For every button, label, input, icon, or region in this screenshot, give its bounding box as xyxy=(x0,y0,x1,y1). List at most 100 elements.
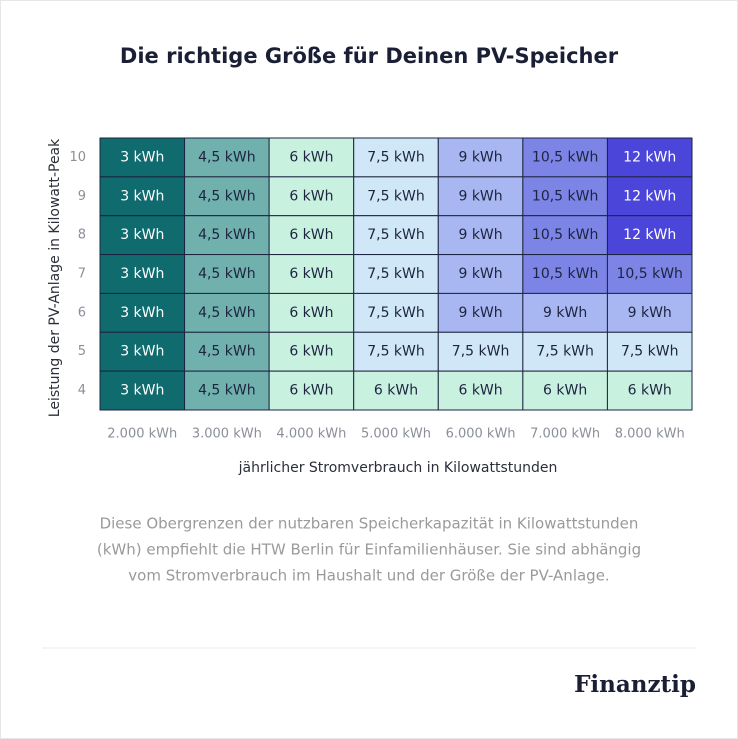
cell xyxy=(437,292,524,333)
cell-label: 7,5 kWh xyxy=(452,344,510,360)
cell-label: 7,5 kWh xyxy=(621,344,679,360)
cell-label: 4,5 kWh xyxy=(198,344,256,360)
x-tick-label: 6.000 kWh xyxy=(446,427,516,442)
cell-label: 7,5 kWh xyxy=(367,305,425,321)
cell xyxy=(522,370,608,411)
cell-label: 6 kWh xyxy=(628,383,672,399)
cell-label: 6 kWh xyxy=(289,227,333,243)
cell xyxy=(184,176,270,217)
cell-label: 4,5 kWh xyxy=(198,227,256,243)
cell xyxy=(437,137,524,178)
cell-label: 10,5 kWh xyxy=(532,149,598,165)
cell-label: 12 kWh xyxy=(623,188,676,204)
x-tick-label: 3.000 kWh xyxy=(192,427,262,442)
cell-label: 7,5 kWh xyxy=(367,188,425,204)
cell xyxy=(99,331,186,372)
cell-label: 6 kWh xyxy=(458,383,502,399)
cell-label: 9 kWh xyxy=(458,305,502,321)
caption-line: (kWh) empfiehlt die HTW Berlin für Einfa… xyxy=(97,541,641,559)
cell-label: 7,5 kWh xyxy=(367,266,425,282)
y-tick-label: 5 xyxy=(78,344,86,359)
cell xyxy=(522,254,608,294)
cell xyxy=(606,370,693,411)
cell xyxy=(99,292,186,333)
y-tick-label: 10 xyxy=(69,150,86,165)
cell xyxy=(606,137,693,178)
cell-label: 10,5 kWh xyxy=(532,266,598,282)
x-tick-label: 8.000 kWh xyxy=(615,427,685,442)
cell xyxy=(437,254,524,294)
cell-label: 6 kWh xyxy=(289,266,333,282)
cell-label: 10,5 kWh xyxy=(616,266,682,282)
cell xyxy=(268,292,355,333)
cell-label: 3 kWh xyxy=(120,266,164,282)
cell xyxy=(606,176,693,217)
cell xyxy=(184,331,270,372)
cell xyxy=(353,370,439,411)
cell xyxy=(353,215,439,256)
cell-label: 7,5 kWh xyxy=(367,149,425,165)
y-tick-label: 7 xyxy=(78,267,86,282)
x-tick-label: 4.000 kWh xyxy=(276,427,346,442)
cell xyxy=(353,292,439,333)
cell-label: 6 kWh xyxy=(289,188,333,204)
cell-label: 6 kWh xyxy=(289,149,333,165)
y-tick-label: 8 xyxy=(78,228,86,243)
cell-label: 4,5 kWh xyxy=(198,149,256,165)
chart-title: Die richtige Größe für Deinen PV-Speiche… xyxy=(120,44,619,68)
cell-label: 6 kWh xyxy=(289,383,333,399)
cell xyxy=(99,176,186,217)
cell xyxy=(99,137,186,178)
cell xyxy=(353,254,439,294)
x-axis-title: jährlicher Stromverbrauch in Kilowattstu… xyxy=(238,460,558,476)
cell-label: 10,5 kWh xyxy=(532,227,598,243)
cell xyxy=(437,176,524,217)
cell-label: 9 kWh xyxy=(458,188,502,204)
y-axis-title: Leistung der PV-Anlage in Kilowatt-Peak xyxy=(47,138,63,417)
cell-label: 3 kWh xyxy=(120,227,164,243)
cell-label: 9 kWh xyxy=(543,305,587,321)
cell xyxy=(268,215,355,256)
cell-label: 9 kWh xyxy=(628,305,672,321)
cell-label: 3 kWh xyxy=(120,383,164,399)
cell-label: 7,5 kWh xyxy=(367,344,425,360)
y-tick-label: 6 xyxy=(78,305,86,320)
brand-logo: Finanztip xyxy=(574,671,696,698)
cell-label: 3 kWh xyxy=(120,149,164,165)
cell xyxy=(184,292,270,333)
cell xyxy=(606,292,693,333)
cell xyxy=(606,331,693,372)
x-tick-label: 2.000 kWh xyxy=(107,427,177,442)
cell xyxy=(184,254,270,294)
cell-label: 4,5 kWh xyxy=(198,188,256,204)
cell-label: 3 kWh xyxy=(120,344,164,360)
caption-line: vom Stromverbrauch im Haushalt und der G… xyxy=(128,567,609,585)
x-tick-label: 7.000 kWh xyxy=(530,427,600,442)
x-tick-label: 5.000 kWh xyxy=(361,427,431,442)
heatmap: 10 3 kWh 4,5 kWh 6 kWh 7,5 kWh 9 kWh 10,5 kWh 1… xyxy=(69,137,693,442)
cell-label: 7,5 kWh xyxy=(367,227,425,243)
cell-label: 4,5 kWh xyxy=(198,305,256,321)
caption-line: Diese Obergrenzen der nutzbaren Speicher… xyxy=(100,515,639,533)
cell xyxy=(606,254,693,294)
cell-label: 9 kWh xyxy=(458,227,502,243)
cell-label: 10,5 kWh xyxy=(532,188,598,204)
cell-label: 6 kWh xyxy=(289,305,333,321)
cell-label: 3 kWh xyxy=(120,188,164,204)
cell-label: 12 kWh xyxy=(623,227,676,243)
cell-label: 9 kWh xyxy=(458,149,502,165)
cell-label: 4,5 kWh xyxy=(198,266,256,282)
cell-label: 4,5 kWh xyxy=(198,383,256,399)
y-tick-label: 4 xyxy=(78,383,86,398)
cell-label: 12 kWh xyxy=(623,149,676,165)
cell xyxy=(437,370,524,411)
cell-label: 6 kWh xyxy=(543,383,587,399)
cell xyxy=(606,215,693,256)
cell-label: 6 kWh xyxy=(374,383,418,399)
cell-label: 7,5 kWh xyxy=(536,344,594,360)
cell xyxy=(268,176,355,217)
y-tick-label: 9 xyxy=(78,189,86,204)
cell-label: 9 kWh xyxy=(458,266,502,282)
cell xyxy=(522,176,608,217)
